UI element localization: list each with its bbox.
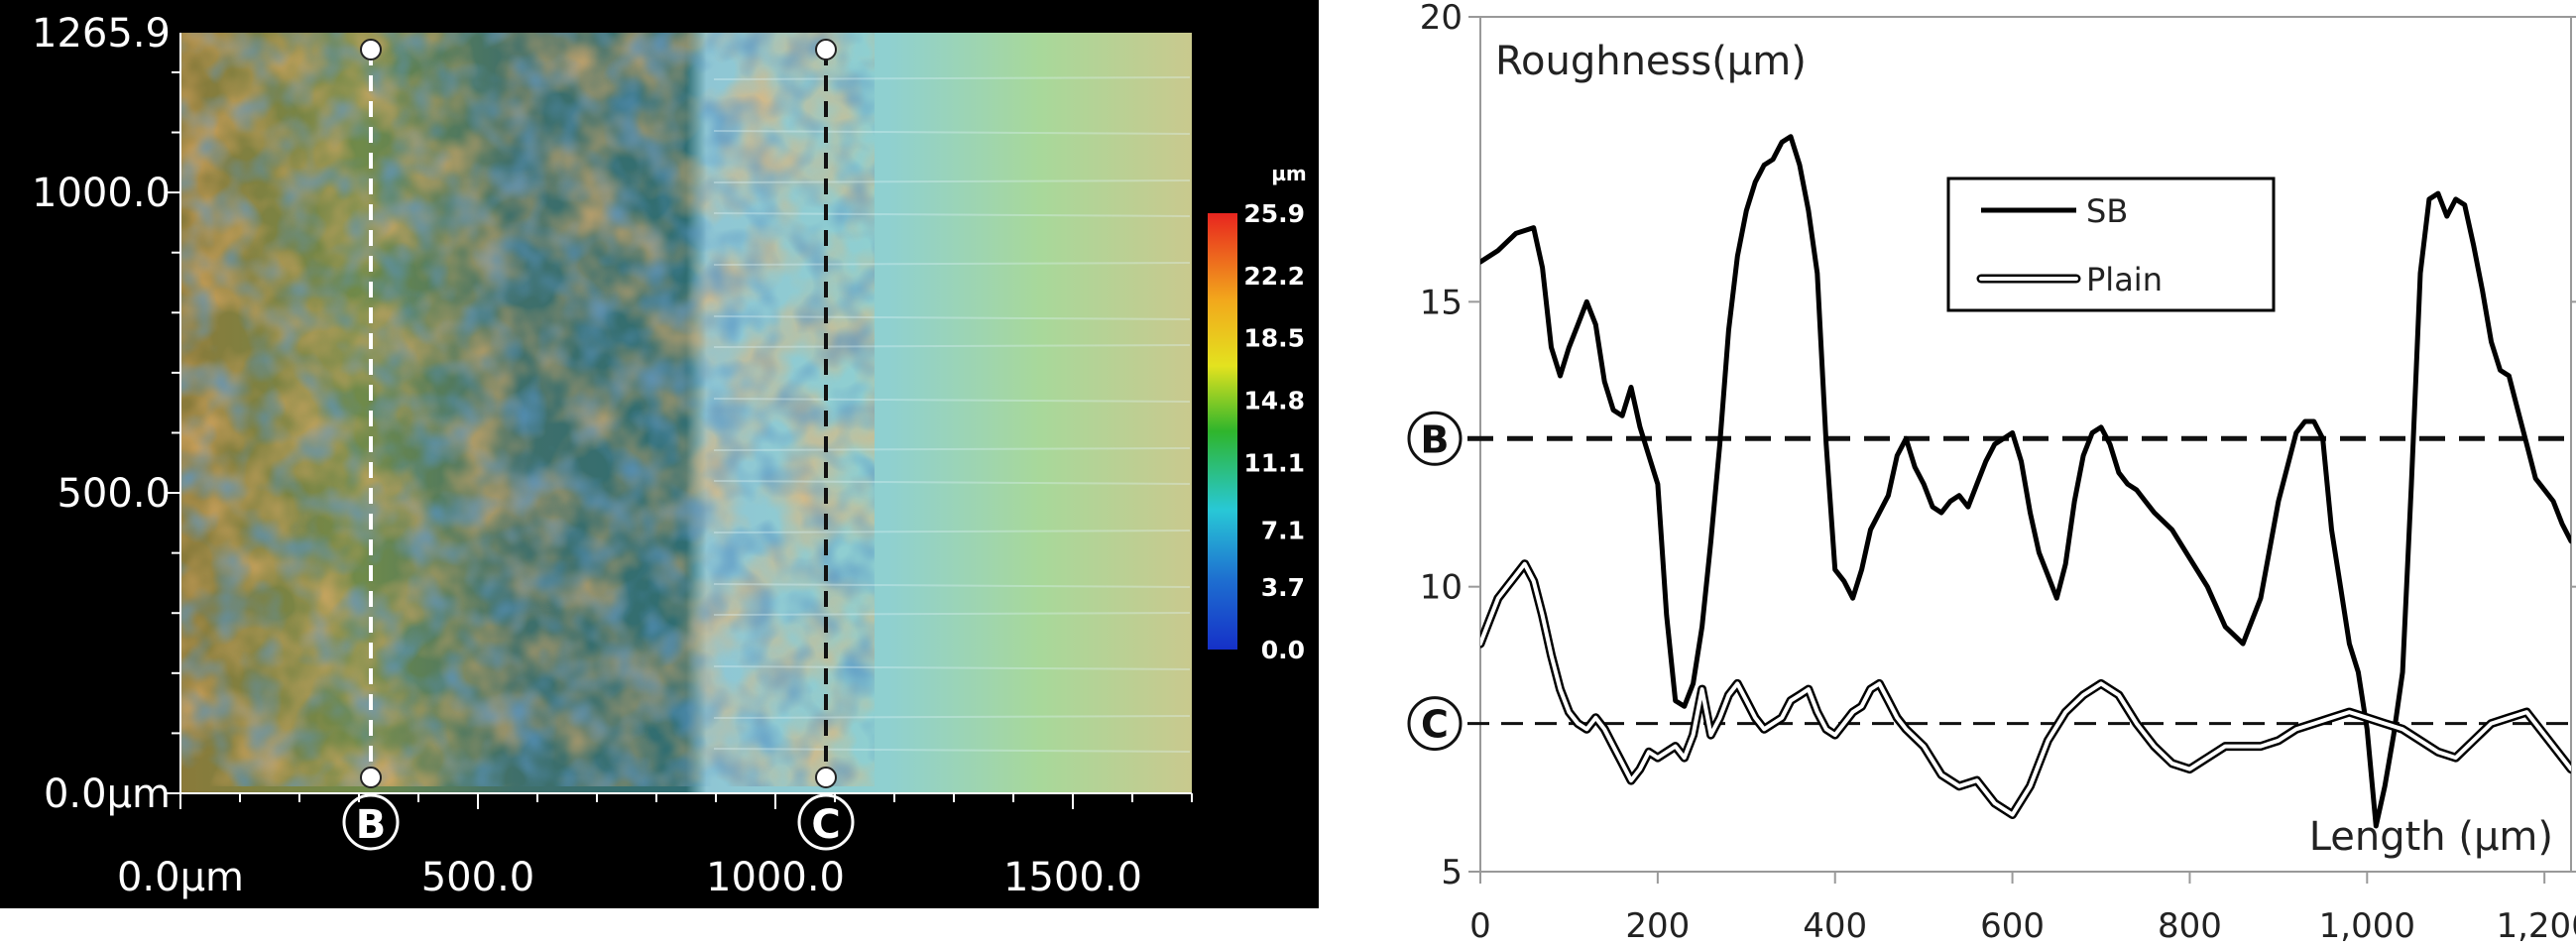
surface-scratch xyxy=(713,76,1191,80)
legend-label-plain: Plain xyxy=(2086,261,2163,298)
colorbar-tick-label: 25.9 xyxy=(1243,199,1305,228)
surface-scratch xyxy=(713,447,1191,451)
x-tick-label: 800 xyxy=(2158,906,2222,946)
profile-marker-ring xyxy=(342,793,400,851)
y-tick-label: 20 xyxy=(1420,0,1463,38)
map-x-tick-label: 1000.0 xyxy=(706,855,845,900)
x-tick-label: 400 xyxy=(1803,906,1867,946)
y-tick-label: 5 xyxy=(1441,853,1463,892)
surface-scratch xyxy=(713,665,1191,670)
surface-image xyxy=(180,33,1192,793)
profile-marker-b: B xyxy=(356,802,387,848)
x-tick-label: 1,000 xyxy=(2319,906,2415,946)
y-tick-label: 10 xyxy=(1420,568,1463,608)
y-tick-label: 15 xyxy=(1420,283,1463,322)
colorbar-tick-label: 11.1 xyxy=(1243,448,1305,477)
profile-endpoint xyxy=(815,767,837,788)
map-y-tick-label: 500.0 xyxy=(57,471,171,517)
colorbar-tick-label: 7.1 xyxy=(1261,516,1305,544)
map-axes: 0.0µm 500.0 1000.0 1500.0 0.0µm 500.0 1000.0 12… xyxy=(32,11,1193,900)
series-group xyxy=(1480,134,2571,829)
map-y-tick-label: 0.0µm xyxy=(44,771,171,817)
colorbar-tick-label: 0.0 xyxy=(1261,636,1305,664)
reference-marker-ring xyxy=(1407,696,1463,752)
x-tick-label: 600 xyxy=(1980,906,2045,946)
colorbar-tick-label: 14.8 xyxy=(1243,387,1305,415)
surface-scratch xyxy=(713,612,1191,616)
colorbar-gradient xyxy=(1208,213,1237,650)
colorbar-unit: µm xyxy=(1271,162,1307,185)
reference-marker-ring xyxy=(1407,411,1463,466)
surface-scratch xyxy=(713,715,1191,719)
colorbar-tick-label: 22.2 xyxy=(1243,262,1305,291)
map-y-tick-label: 1265.9 xyxy=(32,11,171,57)
x-tick-label: 0 xyxy=(1469,906,1491,946)
map-x-tick-label: 0.0µm xyxy=(117,855,244,900)
surface-scratch xyxy=(713,398,1191,403)
reference-marker-b: B xyxy=(1421,417,1450,461)
surface-scratch xyxy=(713,179,1191,183)
surface-scratch xyxy=(713,480,1191,485)
surface-scratch xyxy=(713,748,1191,753)
colorbar-tick-label: 18.5 xyxy=(1243,324,1305,353)
series-line-sb xyxy=(1480,134,2571,829)
series-line-plain-inner xyxy=(1480,561,2571,817)
x-tick-label: 1,200 xyxy=(2496,906,2576,946)
surface-scratch xyxy=(713,530,1191,533)
legend-box xyxy=(1946,177,2276,312)
chart-axes: 0 200 400 600 800 1,000 1,200 5 10 15 20 xyxy=(1420,0,2576,946)
surface-scratch xyxy=(713,315,1191,320)
roughness-chart-panel: 0 200 400 600 800 1,000 1,200 5 10 15 20 B C Roughn… xyxy=(1407,0,2576,946)
surface-scratch xyxy=(713,130,1191,135)
reference-marker-c: C xyxy=(1421,703,1449,747)
x-axis-label: Length (µm) xyxy=(2309,814,2553,860)
y-axis-label: Roughness(µm) xyxy=(1495,39,1807,84)
surface-scratch xyxy=(713,344,1191,348)
profile-endpoint xyxy=(360,767,382,788)
map-y-tick-label: 1000.0 xyxy=(32,171,171,216)
profile-marker-ring xyxy=(797,793,855,851)
surface-map-panel: 0.0µm 500.0 1000.0 1500.00.0µm500.01000.012… xyxy=(0,0,1319,908)
surface-scratch xyxy=(713,212,1191,217)
map-x-tick-label: 1500.0 xyxy=(1003,855,1142,900)
colorbar-tick-label: 3.7 xyxy=(1261,573,1305,602)
profile-endpoint xyxy=(360,39,382,60)
profile-marker-c: C xyxy=(811,802,840,848)
surface-scratch xyxy=(713,583,1191,588)
colorbar: µm 25.9 22.2 18.5 14.8 11.1 7.1 3.7 0.0 xyxy=(1208,162,1307,664)
surface-scratch xyxy=(713,262,1191,266)
x-tick-label: 200 xyxy=(1625,906,1690,946)
profile-endpoint xyxy=(815,39,837,60)
legend: SB Plain xyxy=(1946,177,2276,312)
legend-label-sb: SB xyxy=(2086,192,2128,230)
map-x-tick-label: 500.0 xyxy=(421,855,535,900)
